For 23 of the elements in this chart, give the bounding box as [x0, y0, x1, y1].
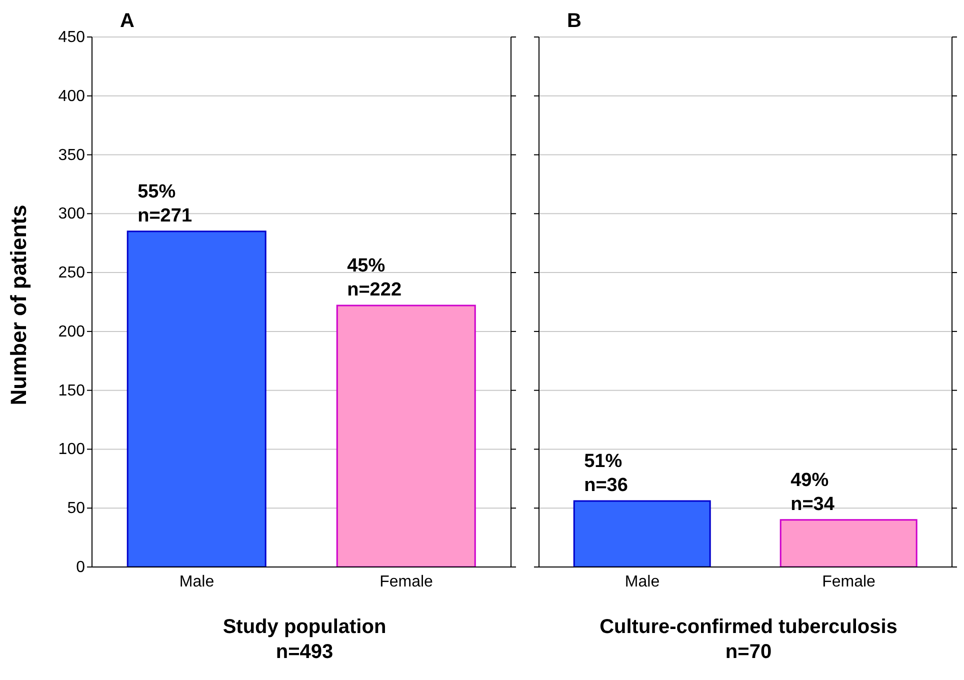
chart-title: B: [567, 10, 582, 33]
y-tick-label: 300: [58, 206, 86, 223]
y-tick-label: 0: [76, 559, 86, 576]
annotation: 55% n=271: [138, 181, 192, 226]
annotation: 51% n=36: [584, 451, 628, 496]
y-tick-label: 450: [58, 29, 86, 46]
y-tick-label: 150: [58, 382, 86, 400]
y-tick-label: 350: [58, 146, 86, 164]
x-tick-label: Male: [179, 573, 214, 590]
y-tick-label: 400: [58, 88, 86, 105]
x-tick-label: Female: [822, 573, 876, 590]
y-tick-label: 50: [67, 500, 86, 518]
y-axis-title: Number of patients: [6, 204, 32, 406]
y-tick-label: 250: [58, 264, 86, 282]
x-axis-title: Study population n=493: [222, 615, 388, 665]
annotation: 45% n=222: [347, 256, 402, 301]
annotation: 49% n=34: [790, 470, 835, 515]
y-tick-label: 100: [58, 441, 86, 458]
x-tick-label: Male: [624, 573, 660, 590]
x-tick-label: Female: [380, 573, 434, 590]
y-tick-label: 200: [58, 323, 86, 340]
x-axis-title: Culture-confirmed tuberculosis n=70: [598, 615, 898, 665]
chart-title: A: [120, 10, 134, 33]
